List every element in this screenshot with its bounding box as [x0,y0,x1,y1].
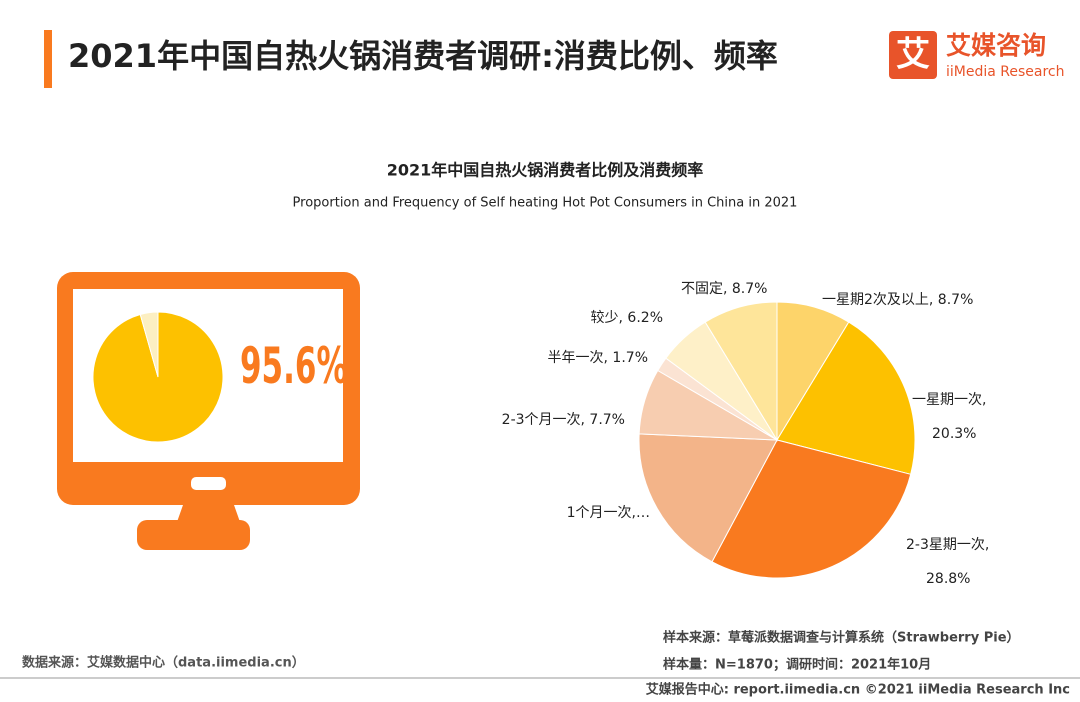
slice-label: 较少, 6.2% [591,310,663,326]
slice-label: 不固定, 8.7% [681,281,767,297]
pie-slice [704,301,778,442]
slice-label: 2-3个月一次, 7.7% [502,412,625,428]
chart-subtitle: Proportion and Frequency of Self heating… [293,196,798,211]
logo-en: iiMedia Research [946,64,1065,80]
pie-slice [776,321,916,475]
chart-title: 2021年中国自热火锅消费者比例及消费频率 [387,161,704,180]
slice-label: 28.8% [926,571,970,587]
sample-source: 样本来源：草莓派数据调查与计算系统（Strawberry Pie） [663,630,1020,646]
slice-label: 半年一次, 1.7% [548,350,648,366]
slice-label: 2-3星期一次, [906,537,989,553]
copyright: 艾媒报告中心: report.iimedia.cn ©2021 iiMedia … [646,682,1070,698]
monitor-button [191,477,226,490]
monitor-stand [137,520,250,550]
pie-slice [139,311,159,378]
slice-label: 一星期一次, [912,392,986,408]
slice-label: 20.3% [932,426,976,442]
page-title: 2021年中国自热火锅消费者调研:消费比例、频率 [68,37,778,75]
sample-size: 样本量：N=1870；调研时间：2021年10月 [663,657,931,673]
pie-slice [711,439,912,579]
logo-mark: 艾 [896,35,930,75]
value-label: 95.6% [240,336,347,395]
title-bar [44,30,52,88]
source-note: 数据来源：艾媒数据中心（data.iimedia.cn） [22,655,305,671]
slice-label: 一星期2次及以上, 8.7% [822,292,973,308]
logo-box [889,31,937,79]
slice-label: 1个月一次,… [567,505,650,521]
logo-cn: 艾媒咨询 [946,31,1046,60]
pie-slice [638,433,778,563]
monitor-neck [177,505,240,522]
